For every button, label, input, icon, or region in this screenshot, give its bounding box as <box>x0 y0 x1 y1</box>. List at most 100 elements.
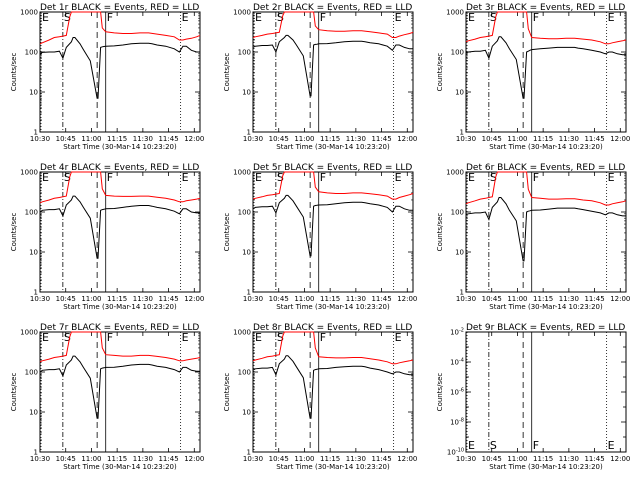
x-tick-label: 10:45 <box>56 295 76 303</box>
x-tick-label: 10:45 <box>269 455 289 463</box>
event-marker-label-e: E <box>468 171 475 184</box>
plot-frame <box>465 11 627 133</box>
event-marker-label-s: S <box>490 439 497 452</box>
y-tick-label: 1000 <box>233 169 251 177</box>
y-tick-label: 10 <box>29 249 38 257</box>
y-axis-label: Counts/sec <box>436 213 444 252</box>
x-tick-label: 11:15 <box>320 455 340 463</box>
y-tick-label: 10 <box>455 249 464 257</box>
x-axis-label: Start Time (30-Mar-14 10:23:20) <box>63 303 177 311</box>
chart-title: Det 8r BLACK = Events, RED = LLD <box>253 323 412 333</box>
series-line-lld <box>252 11 414 38</box>
y-tick-label: 1 <box>34 289 38 297</box>
event-marker-label-e: E <box>255 171 262 184</box>
chart-title: Det 7r BLACK = Events, RED = LLD <box>40 323 199 333</box>
x-tick-label: 11:30 <box>133 135 153 143</box>
y-tick-label: 1000 <box>20 9 38 17</box>
event-marker-label-e: E <box>608 171 615 184</box>
event-marker-label-f: F <box>107 331 113 344</box>
plot-frame <box>465 171 627 293</box>
series-line-events <box>465 197 626 262</box>
event-marker-label-e: E <box>182 11 189 24</box>
y-axis-label: Counts/sec <box>223 373 231 412</box>
x-tick-label: 11:00 <box>507 295 527 303</box>
y-tick-label: 10-2 <box>450 328 464 337</box>
y-tick-label: 10 <box>455 89 464 97</box>
chart-title: Det 9r BLACK = Events, RED = LLD <box>466 323 625 333</box>
chart-panel-8: Det 8r BLACK = Events, RED = LLD 1 10 100 10… <box>223 323 417 471</box>
event-marker-label-s: S <box>277 331 284 344</box>
event-marker-label-s: S <box>277 11 284 24</box>
x-tick-label: 11:45 <box>371 455 391 463</box>
event-marker-label-f: F <box>107 11 113 24</box>
x-tick-label: 11:00 <box>81 295 101 303</box>
x-tick-label: 10:45 <box>269 295 289 303</box>
chart-title: Det 1r BLACK = Events, RED = LLD <box>40 3 199 13</box>
x-tick-label: 11:15 <box>533 295 553 303</box>
event-marker-label-s: S <box>64 11 71 24</box>
x-tick-label: 12:00 <box>184 455 204 463</box>
chart-panel-3: Det 3r BLACK = Events, RED = LLD 1 10 100 10… <box>436 3 630 151</box>
x-tick-label: 10:30 <box>243 295 263 303</box>
x-tick-label: 10:45 <box>56 135 76 143</box>
chart-panel-7: Det 7r BLACK = Events, RED = LLD 1 10 100 10… <box>10 323 204 471</box>
y-tick-label: 10-10 <box>447 448 464 457</box>
y-axis-label: Counts/sec <box>436 53 444 92</box>
x-tick-label: 11:15 <box>533 135 553 143</box>
y-tick-label: 1000 <box>20 169 38 177</box>
y-tick-label: 1000 <box>233 9 251 17</box>
x-tick-label: 11:15 <box>533 455 553 463</box>
x-tick-label: 10:30 <box>456 455 476 463</box>
x-axis-label: Start Time (30-Mar-14 10:23:20) <box>276 303 390 311</box>
x-tick-label: 10:30 <box>30 455 50 463</box>
y-tick-label: 1000 <box>446 169 464 177</box>
y-tick-label: 100 <box>238 209 251 217</box>
event-marker-label-e: E <box>182 171 189 184</box>
event-marker-label-s: S <box>277 171 284 184</box>
chart-title: Det 6r BLACK = Events, RED = LLD <box>466 163 625 173</box>
event-marker-label-f: F <box>533 439 539 452</box>
x-tick-label: 11:30 <box>346 455 366 463</box>
x-tick-label: 10:45 <box>482 295 502 303</box>
y-tick-label: 10-4 <box>450 358 464 367</box>
event-marker-label-e: E <box>182 331 189 344</box>
chart-panel-9: Det 9r BLACK = Events, RED = LLD 10-10 10-… <box>436 323 630 471</box>
y-tick-label: 100 <box>238 49 251 57</box>
x-tick-label: 12:00 <box>610 455 630 463</box>
x-tick-label: 11:30 <box>346 295 366 303</box>
series-line-lld <box>39 171 201 204</box>
chart-panel-4: Det 4r BLACK = Events, RED = LLD 1 10 100 10… <box>10 163 204 311</box>
event-marker-label-e: E <box>395 171 402 184</box>
series-line-events <box>39 355 200 419</box>
x-tick-label: 11:30 <box>346 135 366 143</box>
plot-frame <box>465 331 627 453</box>
event-marker-label-s: S <box>490 171 497 184</box>
x-tick-label: 11:30 <box>559 135 579 143</box>
x-tick-label: 11:30 <box>133 455 153 463</box>
x-tick-label: 10:45 <box>482 135 502 143</box>
y-tick-label: 1000 <box>233 329 251 337</box>
x-tick-label: 10:45 <box>269 135 289 143</box>
y-tick-label: 1 <box>34 129 38 137</box>
x-tick-label: 10:30 <box>456 135 476 143</box>
event-marker-label-e: E <box>468 11 475 24</box>
x-tick-label: 11:15 <box>320 295 340 303</box>
x-tick-label: 11:45 <box>158 135 178 143</box>
x-tick-label: 11:00 <box>507 455 527 463</box>
series-line-lld <box>465 171 627 206</box>
y-tick-label: 1 <box>247 129 251 137</box>
x-axis-label: Start Time (30-Mar-14 10:23:20) <box>489 143 603 151</box>
series-line-events <box>465 36 626 99</box>
series-line-lld <box>465 11 627 45</box>
x-tick-label: 11:00 <box>294 135 314 143</box>
event-marker-label-f: F <box>320 331 326 344</box>
x-tick-label: 12:00 <box>184 295 204 303</box>
x-tick-label: 11:00 <box>294 295 314 303</box>
y-tick-label: 1 <box>247 289 251 297</box>
x-tick-label: 10:45 <box>56 455 76 463</box>
event-marker-label-e: E <box>468 439 475 452</box>
x-tick-label: 12:00 <box>397 135 417 143</box>
y-tick-label: 1 <box>460 129 464 137</box>
y-tick-label: 100 <box>238 369 251 377</box>
